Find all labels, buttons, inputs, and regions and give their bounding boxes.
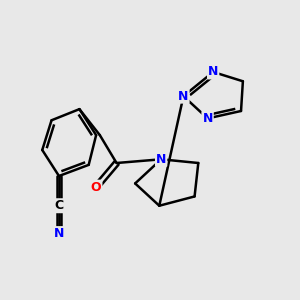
- Text: C: C: [54, 199, 64, 212]
- Text: N: N: [208, 65, 218, 79]
- Text: C: C: [54, 199, 64, 212]
- Text: N: N: [54, 227, 64, 240]
- Text: O: O: [91, 181, 101, 194]
- Text: N: N: [202, 112, 213, 125]
- Text: N: N: [178, 90, 189, 103]
- Text: N: N: [202, 112, 213, 125]
- Text: N: N: [178, 90, 189, 103]
- Text: N: N: [54, 227, 64, 240]
- Text: O: O: [91, 181, 101, 194]
- Text: N: N: [156, 153, 166, 166]
- Text: N: N: [156, 153, 166, 166]
- Text: N: N: [208, 65, 218, 79]
